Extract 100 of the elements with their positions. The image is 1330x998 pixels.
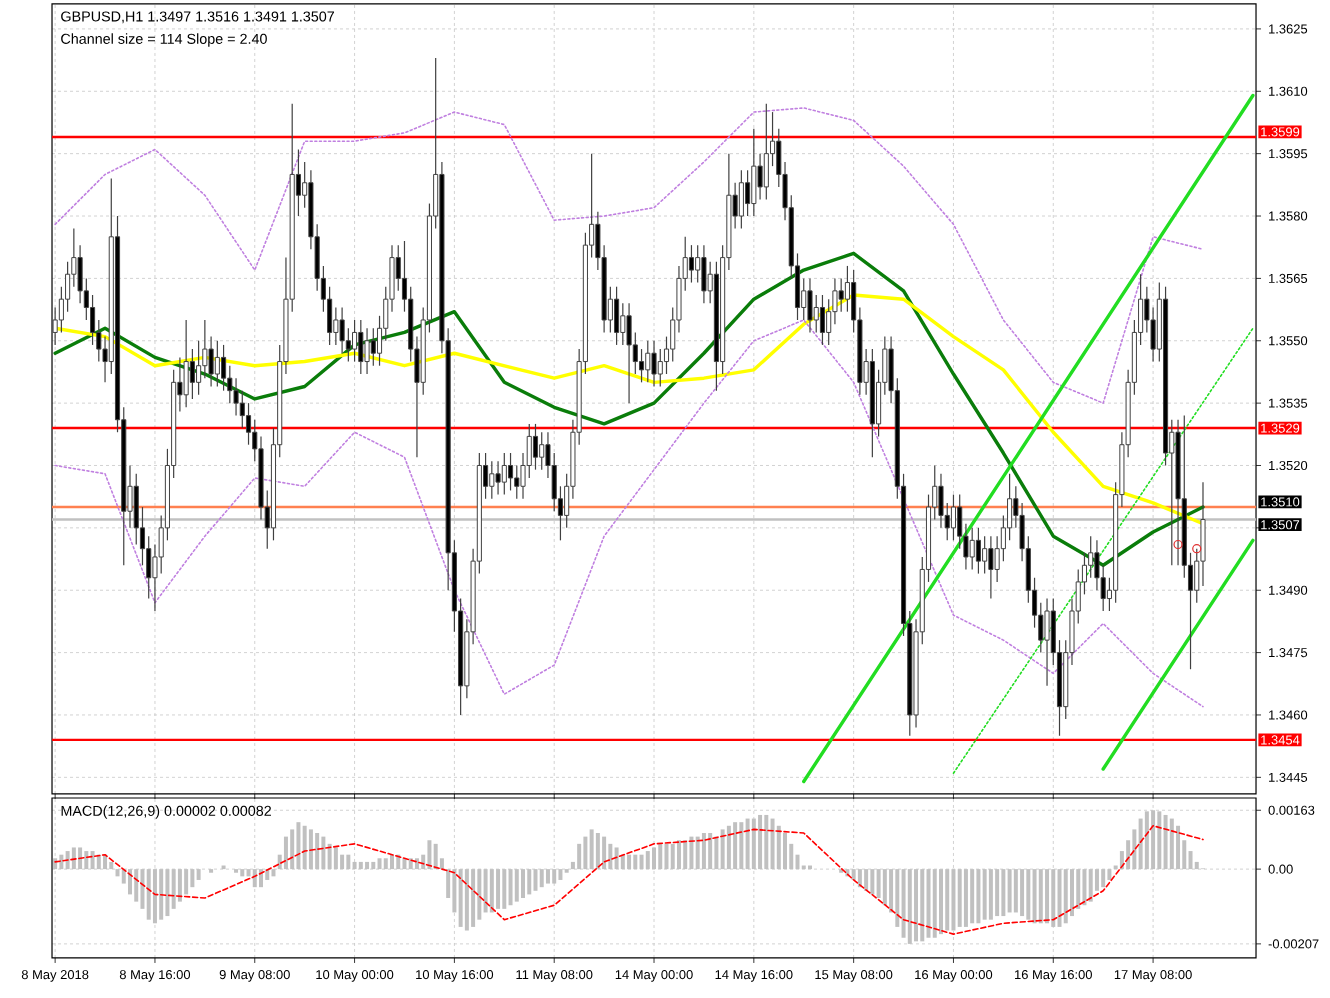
bar [1107,869,1112,880]
candlestick [183,319,189,408]
bar [758,814,763,870]
bar [146,869,151,920]
bar [558,869,563,880]
candlestick [364,327,370,375]
bar [521,869,526,899]
bar [1088,869,1093,902]
bar [639,854,644,870]
bar [776,825,781,870]
candlestick [1044,597,1050,687]
bar [876,869,881,899]
candlestick [352,319,358,363]
bar [938,869,943,935]
bar [1038,869,1043,924]
bar [1057,869,1062,927]
bar [602,836,607,870]
candlestick [950,494,957,541]
bar [932,869,937,938]
candlestick [738,169,744,230]
bar [177,869,182,902]
bar [864,869,869,891]
candlestick [333,306,339,346]
candlestick [501,452,507,496]
candlestick [651,340,657,388]
bar [945,869,950,931]
candlestick [626,302,632,404]
bar [271,869,276,877]
bar [240,869,245,877]
bar [134,869,139,902]
candlestick [757,153,763,200]
bar [608,843,613,870]
bar [427,840,432,870]
bar [78,847,83,870]
bar [315,833,320,870]
bar [496,869,501,909]
bar [527,869,532,895]
bar [783,833,788,870]
bar [109,861,114,870]
bar [1026,869,1031,920]
bar [751,818,756,870]
bar [645,851,650,870]
bar [321,836,326,870]
candlestick [975,527,981,575]
candlestick [988,535,994,600]
bar [477,869,482,920]
candlestick [751,128,757,217]
bar [683,840,688,870]
bar [165,869,170,917]
bar [652,847,657,870]
bar [327,843,332,870]
bar [390,854,395,870]
bar [84,851,89,870]
bar [963,869,968,927]
bar [514,869,519,902]
bar [377,858,382,870]
bar [96,854,101,870]
bar [970,869,975,924]
bar [545,869,550,884]
candlestick [489,460,495,500]
bar [926,869,931,938]
candlestick [539,431,545,471]
bar [982,869,987,920]
bar [976,869,981,924]
bar [733,822,738,870]
candlestick [495,460,501,496]
line-series [53,251,1205,567]
bar [333,847,338,870]
bar [159,869,164,920]
bar [171,869,176,909]
bar [627,854,632,870]
candlestick [745,169,751,217]
bar [489,869,494,913]
bar [870,869,875,895]
bar [308,829,313,870]
bar [901,869,906,938]
bar [365,861,370,870]
bar [1082,869,1087,906]
bar [408,858,413,870]
candlestick [370,327,376,367]
bar [1032,869,1037,924]
bar [1051,869,1056,927]
candlestick [214,340,220,388]
bar [620,854,625,870]
bar [689,836,694,870]
bar [402,858,407,870]
bar [283,836,288,870]
bar [152,869,157,924]
bar [290,829,295,870]
bar [433,843,438,870]
bar [352,861,357,870]
bar [65,851,70,870]
bar [595,833,600,870]
bar [471,869,476,927]
candlestick [838,277,844,313]
bar [464,869,469,931]
bar [259,869,263,888]
candlestick [645,340,651,383]
bar [1176,825,1181,870]
bar [552,869,557,884]
